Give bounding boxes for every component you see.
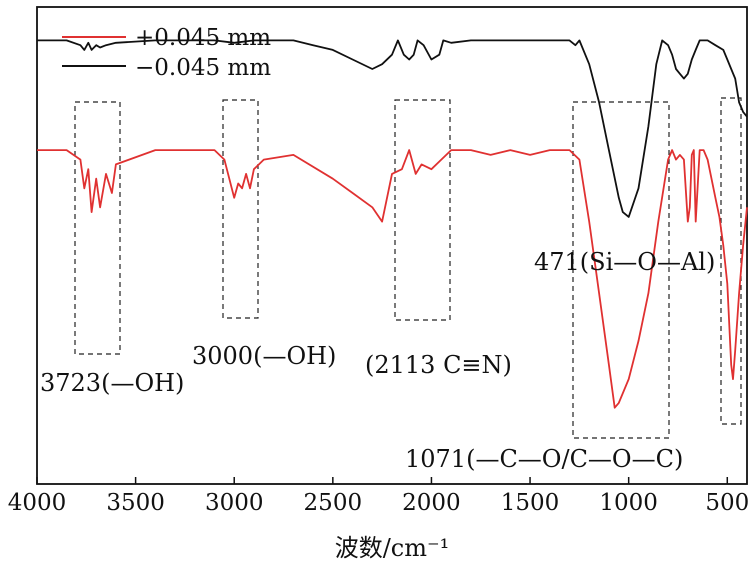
box-3000	[222, 99, 259, 319]
x-tick-label: 4000	[8, 490, 67, 516]
annotation-471-sioal: 471(Si—O—Al)	[534, 248, 715, 276]
x-tick-label: 1500	[501, 490, 560, 516]
legend-label-plus-0045: +0.045 mm	[135, 25, 271, 51]
box-1071	[572, 101, 670, 439]
x-tick-label: 3000	[205, 490, 264, 516]
series-line-plus-0045	[37, 149, 748, 409]
x-tick-label: 2000	[402, 490, 461, 516]
box-3723	[74, 101, 121, 355]
x-axis-ticks: 4000 3500 3000 2500 2000 1500 1000 500	[8, 477, 749, 516]
annotation-2113-cn: (2113 C≡N)	[365, 351, 512, 379]
series-line-minus-0045	[37, 39, 748, 218]
legend-label-minus-0045: −0.045 mm	[135, 55, 271, 81]
annotation-1071-co: 1071(—C—O/C—O—C)	[405, 445, 683, 473]
x-tick-label: 2500	[304, 490, 363, 516]
x-tick-label: 500	[705, 490, 749, 516]
annotation-boxes	[74, 97, 742, 439]
legend: +0.045 mm −0.045 mm	[62, 25, 271, 81]
annotation-3000-oh: 3000(—OH)	[192, 342, 336, 370]
x-tick-label: 1000	[599, 490, 658, 516]
x-axis-label: 波数/cm⁻¹	[335, 534, 450, 562]
box-2113	[394, 99, 451, 321]
x-tick-label: 3500	[106, 490, 165, 516]
annotation-3723-oh: 3723(—OH)	[40, 369, 184, 397]
box-471	[720, 97, 742, 425]
plot-frame	[36, 6, 748, 485]
